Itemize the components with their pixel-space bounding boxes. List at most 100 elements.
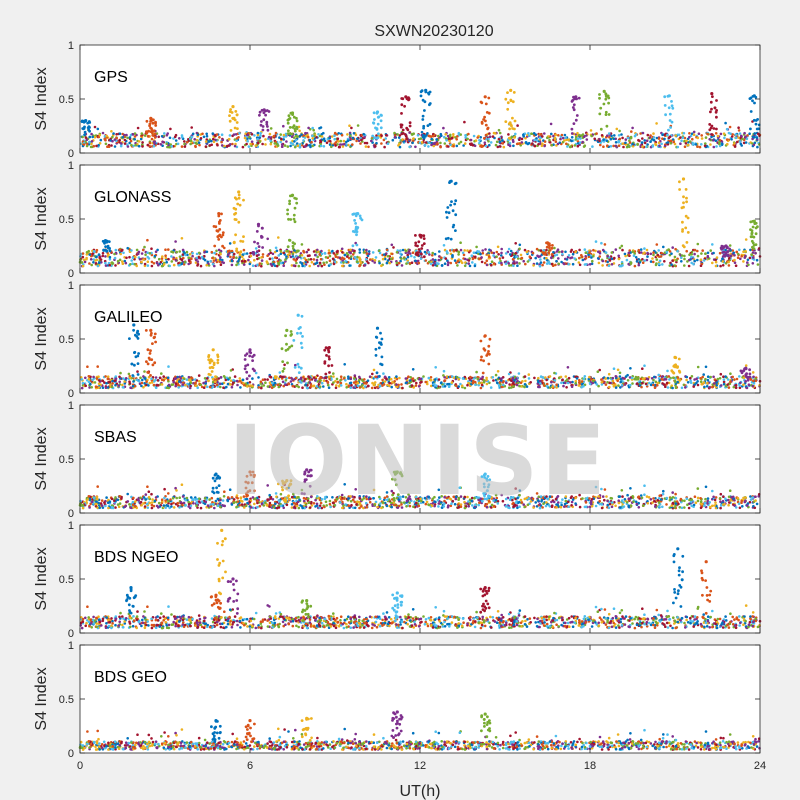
data-point — [485, 382, 489, 386]
data-point — [685, 249, 688, 253]
data-point — [223, 144, 226, 148]
data-point — [228, 134, 232, 137]
data-point — [139, 137, 143, 141]
burst-point — [286, 208, 289, 212]
data-point — [152, 144, 156, 148]
data-point — [81, 381, 85, 385]
data-point — [480, 260, 484, 264]
burst-point — [726, 254, 730, 258]
data-point — [591, 145, 594, 148]
data-point — [90, 386, 93, 389]
data-point — [555, 386, 558, 389]
data-point — [724, 384, 728, 388]
y-tick-label: 0 — [68, 268, 74, 280]
data-point — [475, 370, 478, 374]
burst-point — [447, 211, 451, 215]
data-point — [746, 261, 749, 264]
data-point — [284, 258, 287, 261]
burst-point — [745, 372, 748, 376]
data-point — [164, 254, 167, 257]
data-point — [639, 248, 643, 251]
burst-point — [454, 229, 457, 233]
burst-peak — [231, 105, 235, 109]
data-point — [110, 385, 114, 389]
data-point — [507, 262, 511, 265]
burst-peak — [667, 94, 671, 98]
data-point — [722, 380, 726, 384]
burst-point — [208, 366, 212, 370]
data-point — [709, 375, 712, 379]
burst-point — [325, 354, 328, 357]
data-point — [343, 253, 347, 257]
burst-point — [214, 375, 217, 379]
data-point — [180, 135, 184, 139]
data-point — [527, 377, 531, 380]
data-point — [494, 143, 498, 147]
data-point — [362, 132, 366, 136]
data-point — [262, 134, 265, 138]
data-point — [485, 263, 489, 267]
burst-point — [375, 371, 379, 375]
data-point — [332, 381, 335, 384]
data-point — [592, 379, 595, 383]
data-point — [630, 130, 633, 133]
data-point — [190, 126, 193, 129]
burst-point — [598, 96, 601, 100]
data-point — [472, 379, 475, 383]
data-point — [332, 262, 336, 266]
data-point — [747, 263, 750, 267]
data-point — [561, 253, 564, 256]
burst-point — [151, 363, 155, 367]
data-point — [557, 250, 561, 254]
data-point — [420, 130, 424, 134]
data-point — [467, 132, 470, 136]
data-point — [691, 137, 694, 141]
data-point — [464, 261, 467, 264]
data-point — [84, 376, 87, 380]
data-point — [566, 145, 569, 148]
burst-point — [416, 253, 420, 257]
data-point — [548, 141, 552, 144]
data-point — [334, 386, 338, 390]
data-point — [113, 252, 116, 256]
data-point — [294, 138, 298, 142]
data-point — [748, 132, 751, 135]
data-point — [583, 144, 587, 147]
data-point — [519, 253, 523, 257]
data-point — [276, 383, 280, 387]
data-point — [303, 257, 307, 260]
data-point — [560, 260, 563, 264]
data-point — [574, 135, 578, 139]
data-point — [451, 375, 454, 378]
data-point — [727, 264, 731, 267]
data-point — [273, 376, 277, 380]
data-point — [229, 379, 233, 383]
data-point — [716, 134, 720, 138]
y-axis-label: S4 Index — [33, 67, 50, 130]
burst-point — [299, 341, 303, 345]
data-point — [106, 375, 110, 379]
burst-peak — [256, 222, 261, 226]
data-point — [411, 141, 414, 145]
data-point — [651, 145, 655, 148]
burst-point — [511, 127, 514, 130]
data-point — [649, 134, 652, 137]
data-point — [324, 255, 328, 259]
burst-peak — [744, 366, 748, 370]
burst-point — [678, 370, 682, 374]
data-point — [358, 386, 362, 389]
data-point — [308, 381, 312, 384]
data-point — [507, 133, 510, 136]
data-point — [657, 137, 661, 140]
data-point — [197, 141, 201, 144]
data-point — [205, 134, 209, 138]
data-point — [749, 248, 752, 252]
data-point — [698, 145, 702, 149]
data-point — [172, 257, 175, 261]
data-point — [305, 250, 309, 254]
burst-point — [599, 106, 603, 110]
data-point — [466, 137, 469, 141]
data-point — [414, 384, 418, 387]
burst-point — [353, 230, 357, 234]
y-tick-label: 0 — [68, 388, 74, 400]
